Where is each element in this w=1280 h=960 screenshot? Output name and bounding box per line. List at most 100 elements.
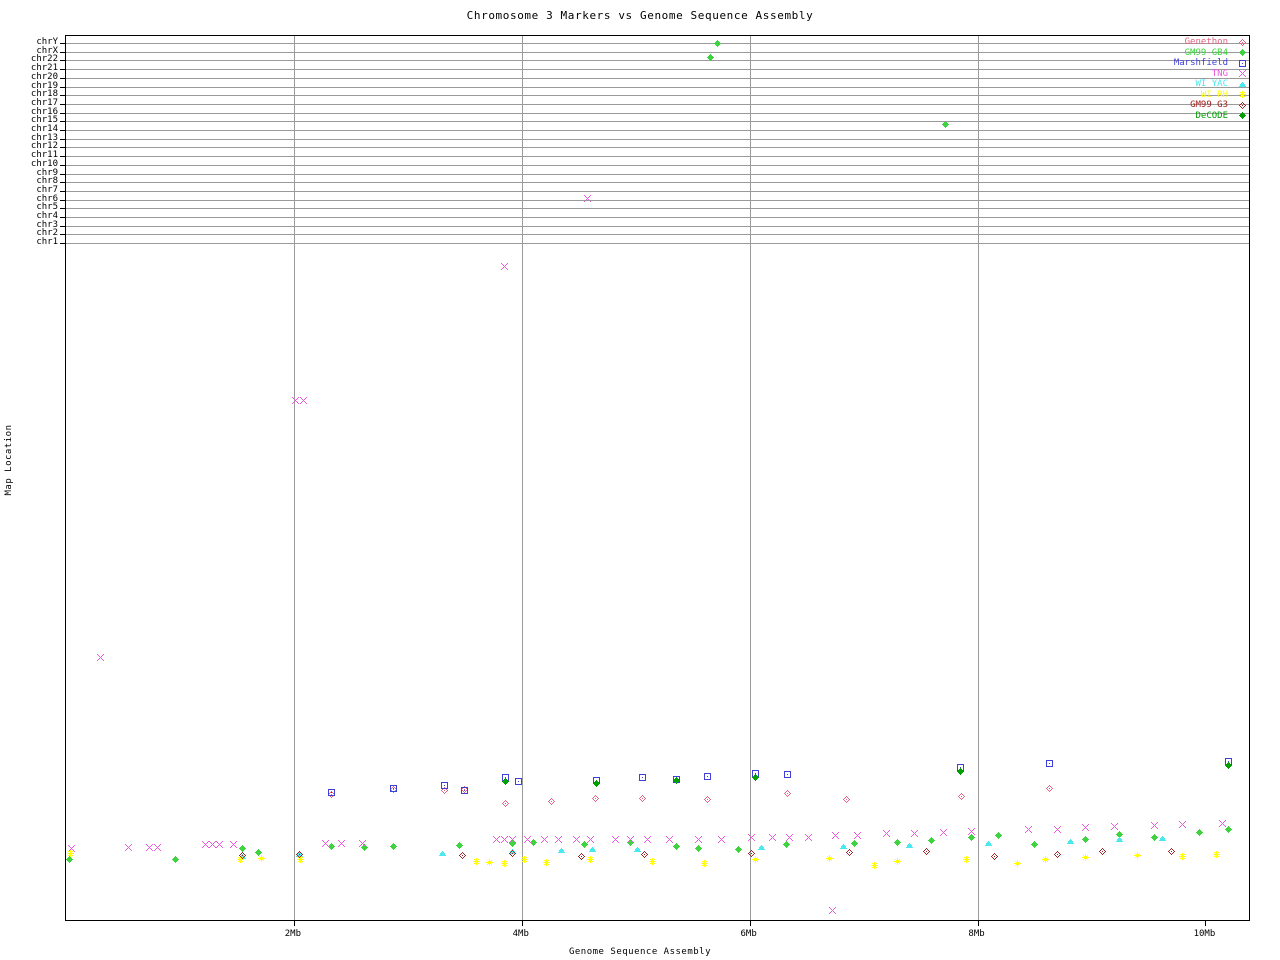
y-axis-label-chr8: chr8 [36, 176, 58, 187]
marker-gm99-g3 [239, 851, 247, 859]
marker-marshfield [514, 777, 522, 785]
legend-symbol-square-icon [1238, 58, 1250, 68]
marker-tng [911, 829, 919, 837]
legend-item-decode[interactable]: DeCODE [1120, 111, 1250, 121]
marker-gm99-gb4 [255, 848, 263, 856]
legend-label: WI RH [1200, 89, 1228, 100]
legend-diamond-icon [1238, 101, 1246, 109]
marker-wi-yac [985, 840, 993, 847]
marker-genethon [843, 795, 850, 803]
marker-tng [939, 828, 947, 836]
marker-tng [493, 835, 501, 843]
marker-gm99-gb4 [389, 842, 397, 850]
marker-gm99-gb4 [1116, 830, 1124, 838]
marker-wi-rh [67, 849, 75, 857]
marker-marshfield [639, 773, 647, 781]
marker-gm99-gb4 [850, 839, 858, 847]
marker-gm99-gb4 [65, 855, 73, 863]
x-axis-label-8Mb: 8Mb [968, 929, 985, 939]
y-axis-label-chr9: chr9 [36, 167, 58, 178]
marker-gm99-g3 [1167, 847, 1175, 855]
legend-symbol-diamond-icon [1238, 37, 1250, 47]
marker-tng [1110, 822, 1118, 830]
gridline-row-chrY [66, 43, 1249, 44]
legend-item-wi-yac[interactable]: WI YAC [1120, 79, 1250, 89]
marker-tng [611, 835, 619, 843]
gridline-row-chr11 [66, 156, 1249, 157]
marker-tng [125, 843, 133, 851]
marker-marshfield [327, 788, 335, 796]
legend-item-wi-rh[interactable]: WI RH [1120, 90, 1250, 100]
legend-item-genethon[interactable]: Genethon [1120, 37, 1250, 47]
marker-gm99-g3 [577, 852, 585, 860]
marker-tng [572, 835, 580, 843]
marker-genethon [327, 790, 335, 798]
legend-label: Marshfield [1173, 58, 1228, 68]
marker-decode [593, 779, 601, 787]
marker-tng [541, 835, 549, 843]
marker-gm99-gb4 [928, 836, 936, 844]
legend-triangle-icon [1238, 81, 1246, 88]
legend-item-gm99-gb4[interactable]: GM99 GB4 [1120, 48, 1250, 58]
marker-gm99-g3 [509, 849, 517, 857]
marker-wi-rh [486, 858, 494, 866]
marker-wi-yac [438, 850, 446, 857]
marker-gm99-g3 [748, 849, 756, 857]
y-axis-label-chrX: chrX [36, 45, 58, 56]
marker-wi-rh [1213, 850, 1221, 858]
marker-tng [829, 906, 837, 914]
marker-tng [501, 835, 509, 843]
legend-symbol-triangle-icon [1238, 79, 1250, 89]
marker-marshfield [751, 769, 759, 777]
marker-genethon [783, 789, 791, 797]
marker-tng [748, 833, 756, 841]
legend-item-marshfield[interactable]: Marshfield [1120, 58, 1250, 68]
marker-tng [586, 835, 594, 843]
marker-tng [229, 840, 237, 848]
y-axis-label-chr2: chr2 [36, 228, 58, 239]
marker-wi-rh [1013, 859, 1021, 867]
marker-tng [1219, 819, 1226, 827]
marker-decode [956, 767, 964, 775]
gridline-x-8Mb [978, 36, 979, 920]
gridline-row-chr14 [66, 130, 1249, 131]
gridline-row-chrX [66, 52, 1249, 53]
legend-label: DeCODE [1195, 110, 1228, 121]
marker-tng [501, 262, 509, 270]
y-axis-label-chr19: chr19 [30, 80, 58, 91]
marker-tng [584, 194, 592, 202]
x-axis-label-4Mb: 4Mb [512, 929, 529, 939]
y-axis-tick-labels: chrY chrX chr22 chr21 chr20 chr19 chr18 chr17 ch… [0, 0, 62, 960]
marker-marshfield [703, 772, 711, 780]
marker-wi-rh [1042, 855, 1050, 863]
gridline-row-chr16 [66, 113, 1249, 114]
y-axis-label-chr21: chr21 [30, 63, 58, 74]
marker-wi-yac [1067, 838, 1075, 845]
marker-wi-yac [239, 853, 247, 860]
legend-item-tng[interactable]: TNG [1120, 69, 1250, 79]
marker-gm99-g3 [641, 850, 649, 858]
marker-wi-rh [586, 855, 594, 863]
y-axis-label-chr16: chr16 [30, 106, 58, 117]
legend-plus-icon [1238, 49, 1246, 56]
legend: Genethon GM99 GB4 Marshfield TNG WI YAC WI RH… [1120, 37, 1250, 127]
marker-gm99-g3 [846, 848, 854, 856]
marker-gm99-g3 [296, 850, 304, 858]
marker-wi-rh [700, 859, 708, 867]
y-axis-label-chr7: chr7 [36, 184, 58, 195]
legend-item-gm99-g3[interactable]: GM99 G3 [1120, 100, 1250, 110]
marker-gm99-gb4 [455, 841, 463, 849]
marker-gm99-gb4 [361, 843, 369, 851]
gridline-row-chr1 [66, 243, 1249, 244]
marker-gm99-gb4 [673, 842, 681, 850]
vertical-gridlines [66, 36, 1249, 926]
marker-wi-yac [588, 846, 596, 853]
y-axis-label-chr18: chr18 [30, 89, 58, 100]
gridline-row-chr10 [66, 165, 1249, 166]
marker-tng [1150, 821, 1158, 829]
marker-tng [968, 827, 976, 835]
marker-tng [291, 396, 299, 404]
gridline-row-chr21 [66, 69, 1249, 70]
gridline-row-chr17 [66, 104, 1249, 105]
